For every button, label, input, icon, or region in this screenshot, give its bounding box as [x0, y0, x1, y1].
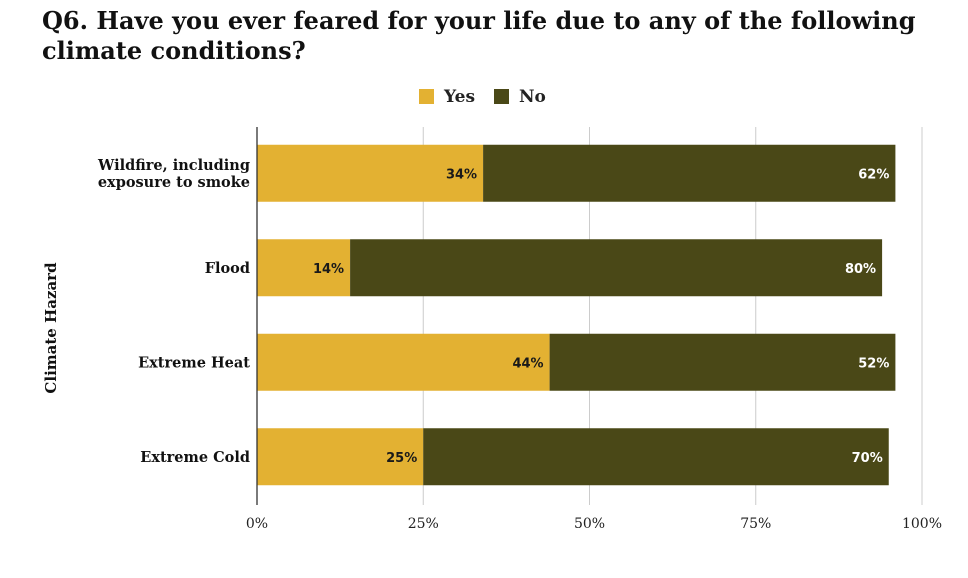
- data-label: 52%: [858, 356, 889, 371]
- x-tick-label: 25%: [408, 516, 439, 532]
- data-label: 62%: [858, 167, 889, 182]
- data-label: 44%: [512, 356, 543, 371]
- bar-yes: [257, 144, 484, 202]
- data-label: 25%: [386, 451, 417, 466]
- category-label: Extreme Heat: [138, 354, 250, 371]
- bar-no: [350, 239, 883, 297]
- legend-swatch: [419, 89, 434, 104]
- bar-yes: [257, 333, 550, 391]
- x-tick-label: 75%: [740, 516, 771, 532]
- category-label: Wildfire, including exposure to smoke: [97, 157, 250, 191]
- legend-label: Yes: [443, 87, 475, 107]
- x-tick-label: 50%: [574, 516, 605, 532]
- x-tick-label: 100%: [902, 516, 942, 532]
- data-label: 70%: [852, 451, 883, 466]
- bar-yes: [257, 239, 351, 297]
- x-tick-label: 0%: [246, 516, 268, 532]
- legend-item-yes: Yes: [419, 87, 475, 107]
- category-label: Extreme Cold: [140, 449, 250, 466]
- legend-swatch: [494, 89, 509, 104]
- data-label: 14%: [313, 262, 344, 277]
- category-label: Flood: [205, 260, 250, 277]
- legend-item-no: No: [494, 87, 546, 107]
- data-label: 34%: [446, 167, 477, 182]
- bar-no: [483, 144, 896, 202]
- y-axis-title: Climate Hazard: [42, 262, 60, 394]
- legend-label: No: [519, 87, 546, 107]
- chart-title: Q6. Have you ever feared for your life d…: [42, 6, 916, 65]
- bar-no: [423, 428, 889, 486]
- data-label: 80%: [845, 262, 876, 277]
- bar-yes: [257, 428, 424, 486]
- bar-no: [549, 333, 896, 391]
